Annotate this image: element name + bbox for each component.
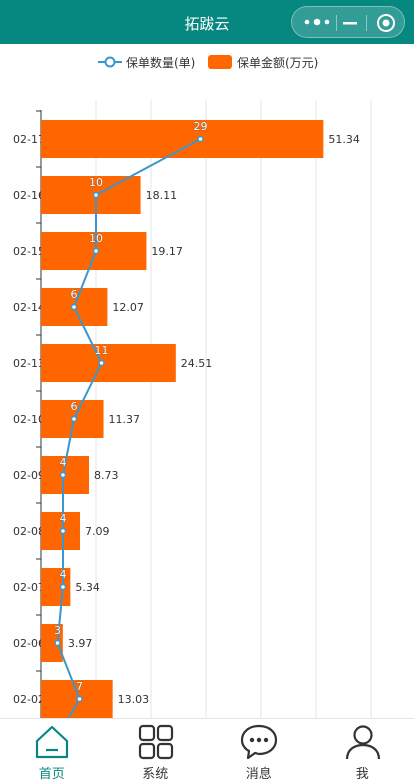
count-value-label: 4 (60, 456, 67, 469)
y-tick-label: 02-10 (13, 413, 45, 426)
capsule-divider (366, 15, 367, 31)
mini-program-capsule (291, 6, 405, 38)
y-tick-label: 02-13 (13, 357, 45, 370)
line-series-icon (98, 55, 122, 69)
tab-bar: 首页系统消息我 (0, 718, 414, 780)
tab-grid[interactable]: 系统 (104, 719, 208, 781)
tab-label: 首页 (0, 763, 104, 782)
count-value-label: 29 (194, 120, 208, 133)
bar-value-label: 11.37 (109, 413, 141, 426)
count-value-label: 3 (54, 624, 61, 637)
count-point (61, 473, 66, 478)
bar-value-label: 5.34 (75, 581, 100, 594)
count-point (99, 361, 104, 366)
minimize-icon[interactable] (342, 13, 358, 33)
y-tick-label: 02-15 (13, 245, 45, 258)
bar-value-label: 13.03 (118, 693, 150, 706)
chart-legend: 保单数量(单) 保单金额(万元) (0, 52, 414, 72)
tab-home[interactable]: 首页 (0, 719, 104, 781)
y-tick-label: 02-09 (13, 469, 45, 482)
legend-label: 保单金额(万元) (237, 54, 318, 71)
count-value-label: 10 (89, 176, 103, 189)
policy-chart: 02-17 51.34 02-16 18.11 02-15 19.17 02-14 12.07… (0, 100, 414, 720)
bar-value-label: 18.11 (146, 189, 178, 202)
bar-value-label: 7.09 (85, 525, 110, 538)
tab-chat[interactable]: 消息 (207, 719, 311, 781)
count-point (61, 529, 66, 534)
y-tick-label: 02-06 (13, 637, 45, 650)
count-point (72, 417, 77, 422)
tab-user[interactable]: 我 (311, 719, 414, 781)
count-point (61, 585, 66, 590)
y-tick-label: 02-07 (13, 581, 45, 594)
bar-value-label: 51.34 (328, 133, 360, 146)
count-value-label: 4 (60, 512, 67, 525)
amount-bar (41, 120, 323, 158)
count-point (55, 641, 60, 646)
bar-value-label: 8.73 (94, 469, 119, 482)
count-point (94, 249, 99, 254)
tab-label: 系统 (104, 763, 208, 782)
y-tick-label: 02-02 (13, 693, 45, 706)
count-point (94, 193, 99, 198)
grid-icon (137, 723, 175, 761)
count-value-label: 4 (60, 568, 67, 581)
count-value-label: 6 (71, 288, 78, 301)
count-value-label: 11 (95, 344, 109, 357)
home-icon (33, 723, 71, 761)
legend-label: 保单数量(单) (126, 54, 195, 71)
count-value-label: 6 (71, 400, 78, 413)
capsule-divider (336, 15, 337, 31)
y-tick-label: 02-17 (13, 133, 45, 146)
count-value-label: 7 (76, 680, 83, 693)
count-point (72, 305, 77, 310)
bar-value-label: 24.51 (181, 357, 213, 370)
bar-value-label: 19.17 (151, 245, 183, 258)
count-value-label: 10 (89, 232, 103, 245)
tab-label: 消息 (207, 763, 311, 782)
bar-series-icon (208, 55, 232, 69)
more-icon[interactable] (302, 15, 332, 29)
bar-value-label: 3.97 (68, 637, 93, 650)
legend-item-amount[interactable]: 保单金额(万元) (208, 52, 318, 72)
chat-icon (240, 723, 278, 761)
user-icon (344, 723, 382, 761)
y-tick-label: 02-16 (13, 189, 45, 202)
title-bar: 拓跋云 (0, 0, 414, 44)
count-point (77, 697, 82, 702)
y-tick-label: 02-08 (13, 525, 45, 538)
legend-item-count[interactable]: 保单数量(单) (98, 52, 195, 72)
count-point (198, 137, 203, 142)
y-tick-label: 02-14 (13, 301, 45, 314)
tab-label: 我 (311, 763, 414, 782)
close-target-icon[interactable] (376, 13, 396, 33)
bar-value-label: 12.07 (112, 301, 144, 314)
